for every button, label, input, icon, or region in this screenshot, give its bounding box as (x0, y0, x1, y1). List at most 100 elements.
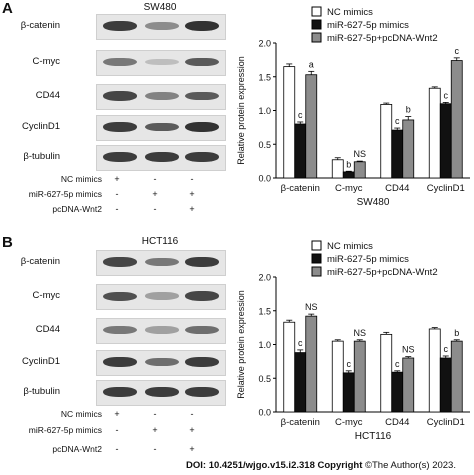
protein-label: β-catenin (20, 256, 60, 267)
condition-sign: + (189, 204, 195, 214)
blot-band (103, 291, 137, 301)
blot-band (103, 57, 137, 67)
significance-label: c (455, 46, 460, 56)
significance-label: NS (353, 328, 366, 338)
bar (402, 357, 415, 413)
y-axis-label: Relative protein expression (236, 290, 246, 399)
blot-strip (96, 84, 226, 110)
condition-sign: + (189, 425, 195, 435)
x-axis-label: SW480 (357, 197, 390, 208)
blot-band (185, 257, 219, 267)
legend-swatch (311, 6, 322, 17)
blot-band (145, 357, 179, 367)
bar (450, 340, 463, 413)
bar (294, 352, 307, 413)
blot-band (185, 357, 219, 367)
blot-strip (96, 250, 226, 276)
condition-sign: + (152, 189, 158, 199)
x-tick-label: CD44 (385, 183, 409, 194)
protein-label: CD44 (35, 324, 60, 335)
bar (380, 333, 393, 413)
panel-letter-a: A (2, 0, 13, 17)
blot-band (185, 122, 219, 132)
legend-swatch (311, 19, 322, 30)
blot-band (185, 325, 219, 335)
blot-band (103, 325, 137, 335)
condition-sign: + (189, 189, 195, 199)
panel-letter-b: B (2, 234, 13, 251)
x-tick-label: C-myc (335, 183, 363, 194)
bar (283, 321, 296, 413)
significance-label: b (346, 159, 351, 169)
significance-label: c (444, 344, 449, 354)
condition-sign: + (114, 409, 120, 419)
bar (391, 371, 404, 413)
blot-band (103, 21, 137, 31)
significance-label: a (309, 59, 314, 69)
condition-sign: - (115, 204, 119, 214)
legend-swatch (311, 32, 322, 43)
blot-band (145, 92, 179, 100)
condition-label: pcDNA-Wnt2 (52, 444, 102, 454)
blot-band (103, 152, 137, 162)
condition-label: NC mimics (60, 174, 102, 184)
blot-strip (96, 318, 226, 344)
y-tick-label: 1.5 (258, 306, 271, 316)
protein-label: β-tubulin (23, 386, 60, 397)
y-tick-label: 0.0 (258, 408, 271, 418)
blot-band (145, 152, 179, 162)
condition-sign: - (153, 444, 157, 454)
condition-sign: + (189, 444, 195, 454)
significance-label: c (395, 359, 400, 369)
legend-swatch (311, 253, 322, 264)
blot-band (185, 91, 219, 101)
blot-band (103, 357, 137, 367)
legend-swatch (311, 240, 322, 251)
significance-label: c (298, 338, 303, 348)
y-tick-label: 2.0 (258, 39, 271, 49)
condition-sign: - (115, 444, 119, 454)
blot-band (185, 291, 219, 301)
blot-band (185, 152, 219, 162)
x-tick-label: C-myc (335, 417, 363, 428)
x-tick-label: β-catenin (281, 417, 320, 428)
y-tick-label: 1.5 (258, 72, 271, 82)
bar (450, 60, 463, 179)
bar (391, 129, 404, 179)
y-tick-label: 0.5 (258, 140, 271, 150)
x-tick-label: CyclinD1 (427, 417, 465, 428)
bar (439, 103, 452, 179)
condition-sign: - (153, 409, 157, 419)
copyright-text: ©The Author(s) 2023. (365, 460, 456, 471)
blot-band (103, 387, 137, 397)
condition-label: miR-627-5p mimics (28, 189, 102, 199)
legend-swatch (311, 266, 322, 277)
protein-label: CyclinD1 (21, 121, 60, 132)
significance-label: NS (305, 302, 318, 312)
bar-chart-hct116: NC mimics miR-627-5p mimics miR-627-5p+pcD… (236, 240, 470, 442)
condition-label: pcDNA-Wnt2 (52, 204, 102, 214)
y-tick-label: 0.5 (258, 374, 271, 384)
bar (331, 159, 344, 179)
protein-label: C-myc (32, 56, 60, 67)
condition-sign: - (190, 409, 194, 419)
bar (283, 66, 296, 179)
significance-label: c (347, 359, 352, 369)
bar (342, 372, 355, 413)
bar (305, 315, 318, 413)
legend-label: miR-627-5p mimics (327, 20, 409, 31)
blot-band (103, 257, 137, 267)
blot-strip (96, 145, 226, 171)
significance-label: NS (402, 345, 415, 355)
legend-label: miR-627-5p mimics (327, 254, 409, 265)
bar-chart-sw480: NC mimics miR-627-5p mimics miR-627-5p+pcD… (236, 6, 470, 208)
bar (439, 357, 452, 413)
condition-sign: + (152, 425, 158, 435)
legend-label: NC mimics (327, 241, 373, 252)
condition-sign: - (115, 425, 119, 435)
blot-band (185, 21, 219, 31)
blot-title-a: SW480 (143, 2, 177, 13)
bar (380, 104, 393, 179)
bar (353, 161, 366, 179)
x-tick-label: β-catenin (281, 183, 320, 194)
